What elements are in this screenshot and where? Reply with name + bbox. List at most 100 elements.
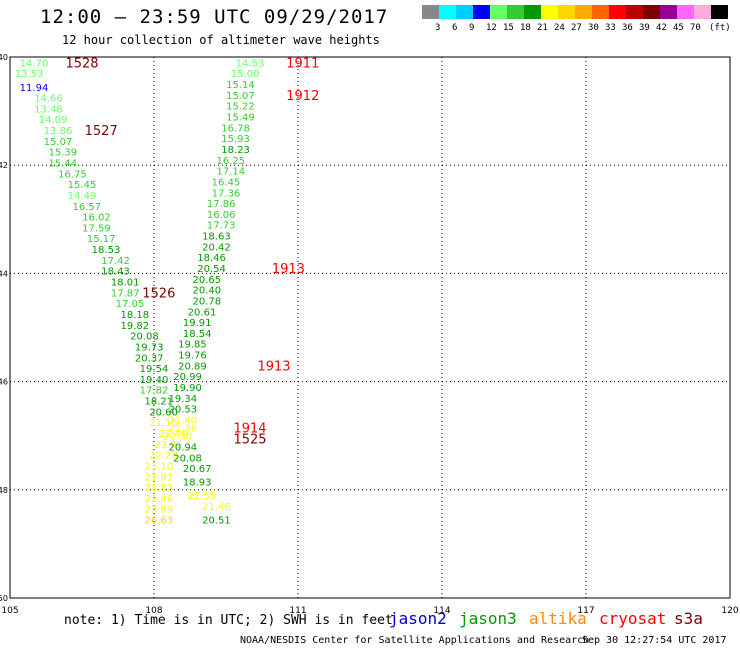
wave-height-value: 14.53: [236, 58, 265, 69]
wave-height-value: 21.40: [168, 415, 197, 426]
legend-label: 6: [452, 23, 458, 33]
wave-height-value: 14.09: [39, 115, 68, 126]
lon-tick-label: 120: [721, 606, 738, 616]
wave-height-value: 19.54: [140, 364, 169, 375]
wave-height-value: 19.91: [183, 318, 212, 329]
wave-height-value: 20.94: [168, 443, 197, 454]
wave-height-value: 22.28: [149, 451, 178, 462]
axis-ticks: 105 108 111 114 117 120 -40 -42 -44 -46 -48 -50: [0, 53, 739, 616]
legend-swatch: [626, 5, 643, 19]
wave-height-value: 17.82: [140, 386, 169, 397]
map-frame: [9, 56, 731, 599]
legend-label: 70: [690, 23, 701, 33]
legend-label: 15: [503, 23, 514, 33]
wave-height-value: 18.18: [120, 310, 149, 321]
legend-swatch: [643, 5, 660, 19]
wave-height-value: 20.40: [192, 286, 221, 297]
legend-swatch: [575, 5, 592, 19]
map-grid: [9, 56, 731, 599]
wave-height-value: 14.70: [20, 58, 49, 69]
wave-height-value: 13.48: [34, 104, 63, 115]
pass-number: 1528: [65, 56, 98, 71]
lat-tick-label: -42: [0, 161, 8, 170]
wave-height-value: 22.55: [188, 491, 217, 502]
wave-height-value: 13.86: [44, 126, 73, 137]
wave-height-value: 17.73: [207, 221, 236, 232]
wave-height-value: 15.17: [87, 234, 116, 245]
legend-label: 21: [537, 23, 548, 33]
legend-label: 33: [605, 23, 616, 33]
lat-tick-label: -46: [0, 378, 8, 387]
wave-height-value: 19.82: [120, 321, 149, 332]
satellite-s3a: s3a: [674, 609, 703, 628]
legend-label: 39: [639, 23, 650, 33]
wave-height-value: 20.37: [135, 353, 164, 364]
wave-height-value: 11.94: [20, 83, 49, 94]
wave-height-value: 18.53: [92, 245, 121, 256]
wave-height-value: 21.82: [144, 483, 173, 494]
pass-number: 1912: [286, 89, 319, 104]
wave-height-value: 20.65: [192, 275, 221, 286]
pass-number: 1914: [233, 422, 266, 437]
wave-height-value: 16.06: [207, 210, 236, 221]
legend-label: 30: [588, 23, 599, 33]
wave-height-value: 15.93: [221, 134, 250, 145]
wave-height-value: 16.45: [212, 177, 241, 188]
wave-height-value: 15.14: [226, 80, 255, 91]
wave-height-value: 18.01: [111, 278, 140, 289]
pass-layer: 1528 1527 1526 1525 1911 1912 1913 1913 1914: [65, 56, 319, 447]
wave-height-value: 21.15: [149, 418, 178, 429]
wave-height-value: 19.85: [178, 340, 207, 351]
lat-tick-label: -40: [0, 53, 8, 62]
lon-tick-label: 117: [577, 606, 594, 616]
wave-height-value: 20.99: [173, 372, 202, 383]
wave-height-value: 17.05: [116, 299, 145, 310]
lon-tick-label: 114: [433, 606, 450, 616]
wave-height-value: 15.07: [226, 91, 255, 102]
wave-height-value: 17.14: [216, 167, 245, 178]
wave-height-value: 17.87: [111, 288, 140, 299]
wave-height-value: 17.42: [101, 256, 130, 267]
satellite-jason3: jason3: [459, 609, 517, 628]
wave-height-value: 20.89: [178, 361, 207, 372]
wave-height-value: 17.86: [207, 199, 236, 210]
legend-swatch: [439, 5, 456, 19]
wave-height-value: 23.10: [144, 461, 173, 472]
legend-label: 9: [469, 23, 475, 33]
legend-label: 24: [554, 23, 565, 33]
lat-tick-label: -50: [0, 594, 8, 603]
legend-swatch: [473, 5, 490, 19]
credit-line: NOAA/NESDIS Center for Satellite Applica…: [240, 635, 590, 646]
legend-swatch: [609, 5, 626, 19]
legend-label: 42: [656, 23, 667, 33]
wave-height-value: 20.54: [197, 264, 226, 275]
wave-height-value: 20.42: [202, 242, 231, 253]
wave-height-value: 19.90: [173, 383, 202, 394]
wave-height-value: 22.40: [159, 429, 188, 440]
wave-height-value: 16.02: [82, 213, 111, 224]
wave-height-value: 18.46: [197, 253, 226, 264]
wave-height-value: 20.53: [168, 405, 197, 416]
lat-tick-label: -44: [0, 269, 8, 278]
legend-swatch: [711, 5, 728, 19]
wave-height-value: 19.73: [135, 342, 164, 353]
pass-number: 1913: [272, 262, 305, 277]
wave-height-value: 26.63: [144, 516, 173, 527]
legend-swatch: [507, 5, 524, 19]
pass-number: 1527: [85, 124, 118, 139]
pass-number: 1525: [233, 432, 266, 447]
wave-height-value: 16.78: [221, 123, 250, 134]
wave-height-value: 16.25: [216, 156, 245, 167]
legend-swatch: [677, 5, 694, 19]
wave-height-value: 18.93: [183, 478, 212, 489]
page-title: 12:00 — 23:59 UTC 09/29/2017: [40, 6, 389, 28]
wave-height-value: 23.01: [154, 440, 183, 451]
wave-height-value: 20.60: [149, 407, 178, 418]
legend-swatch: [524, 5, 541, 19]
satellite-cryosat: cryosat: [599, 609, 667, 628]
wave-height-value: 19.34: [168, 394, 197, 405]
wave-height-value: 13.53: [15, 69, 44, 80]
page-subtitle: 12 hour collection of altimeter wave hei…: [62, 33, 380, 47]
wave-height-value: 15.00: [231, 69, 260, 80]
generated-timestamp: Sep 30 12:27:54 UTC 2017: [582, 635, 727, 646]
